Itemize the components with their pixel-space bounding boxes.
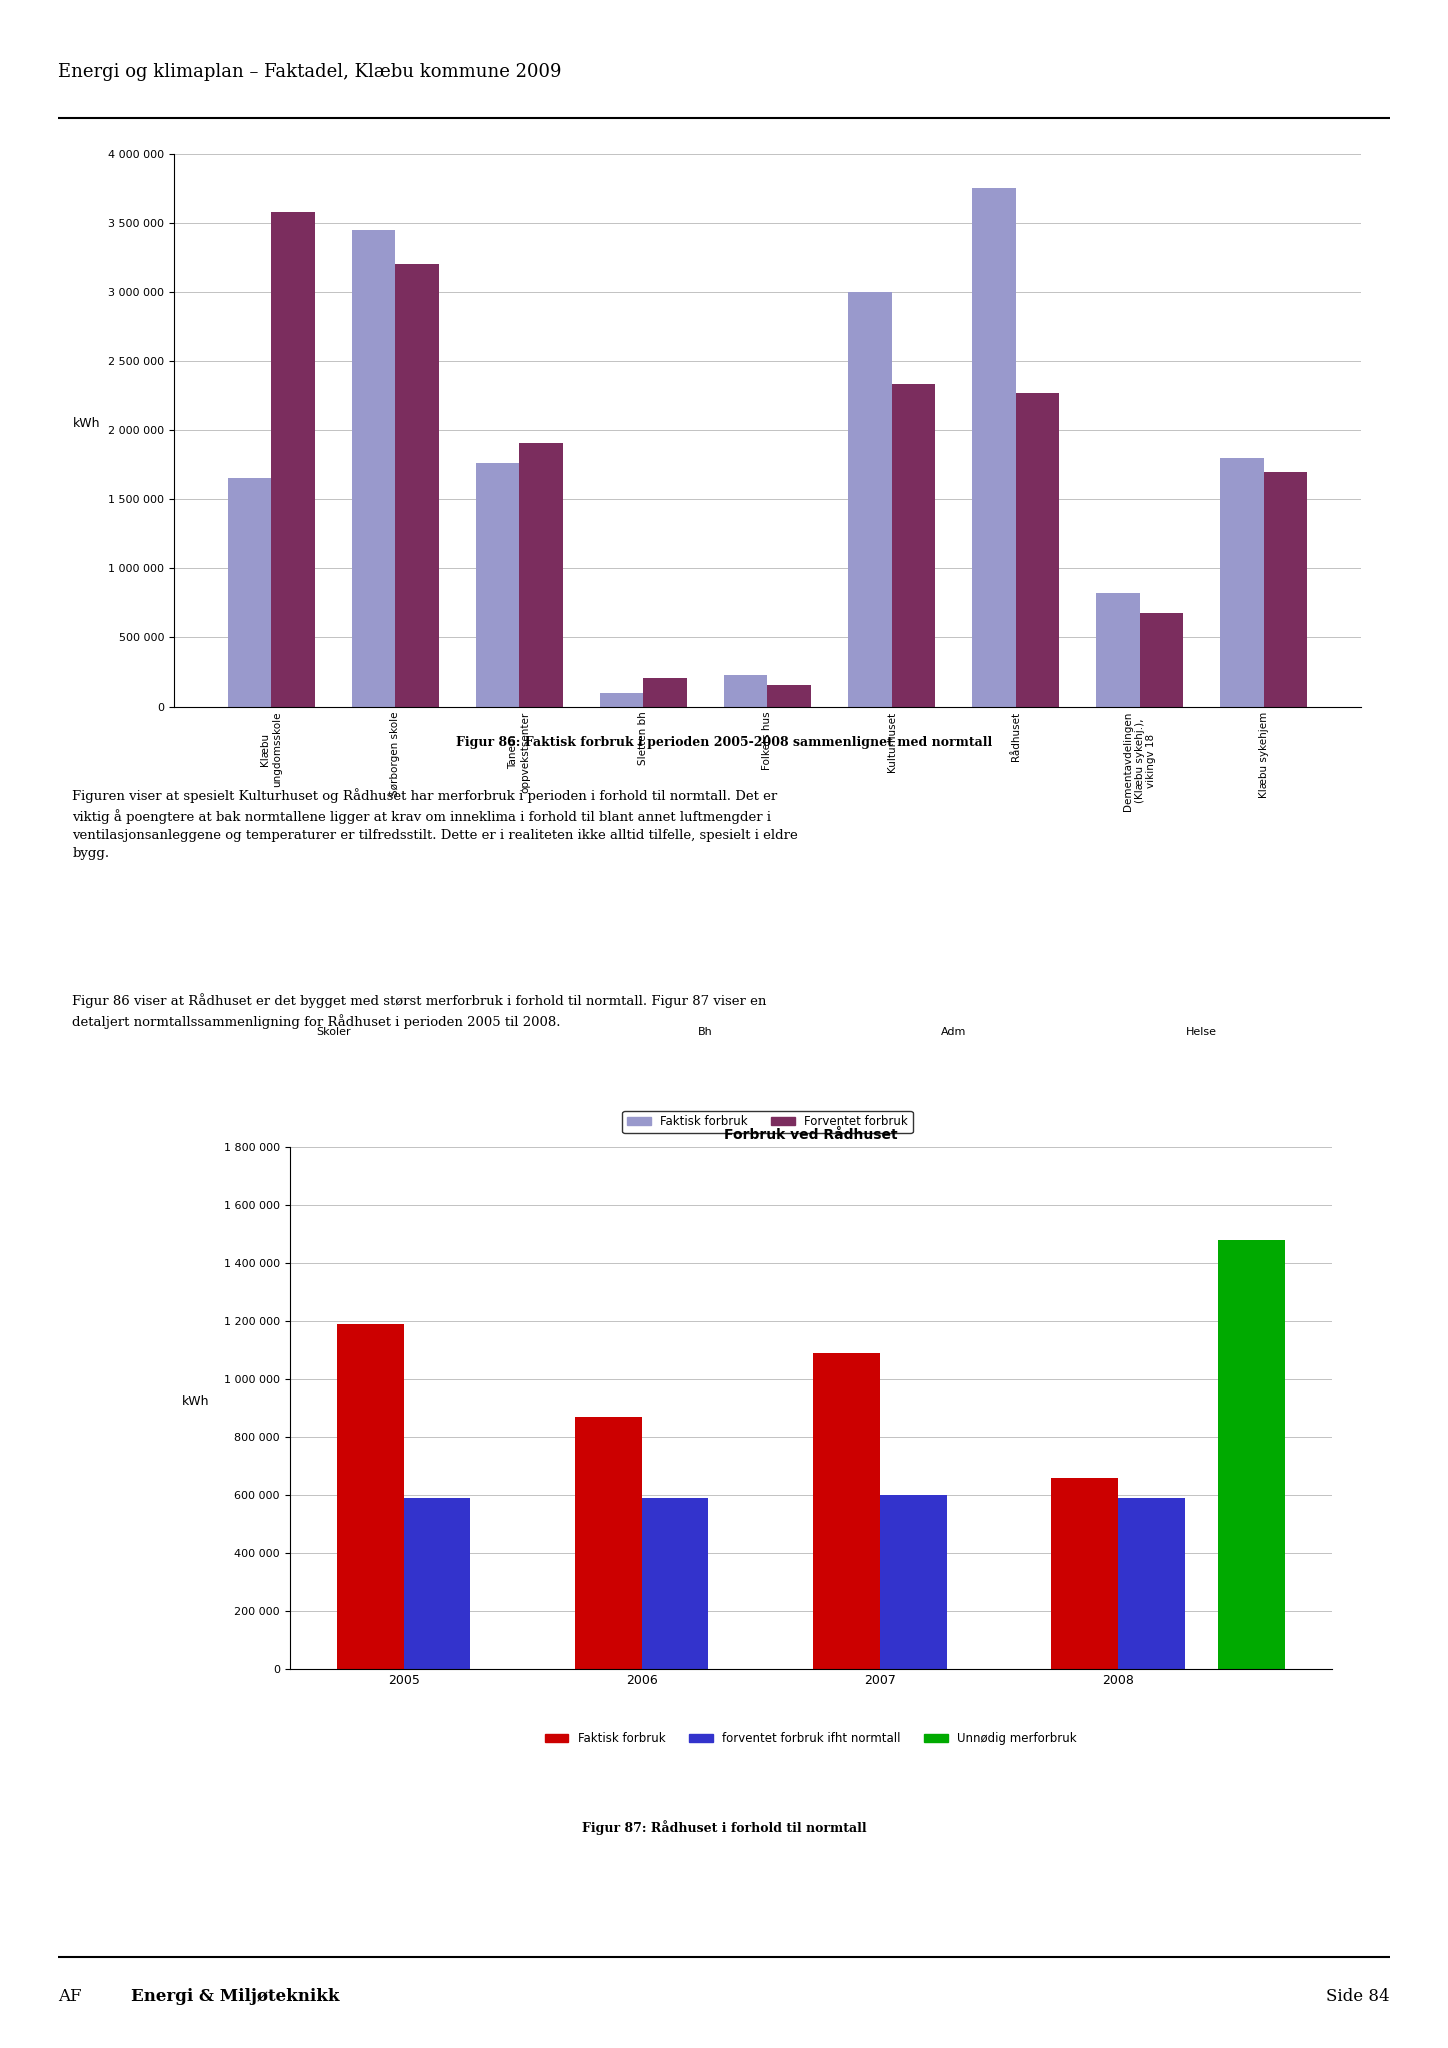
Bar [1051, 1479, 1118, 1669]
Legend: Faktisk forbruk, forventet forbruk ifht normtall, Unnødig merforbruk: Faktisk forbruk, forventet forbruk ifht … [540, 1726, 1082, 1749]
Text: Adm: Adm [941, 1028, 966, 1036]
Text: Figur 87: Rådhuset i forhold til normtall: Figur 87: Rådhuset i forhold til normtal… [582, 1821, 866, 1835]
Text: Side 84: Side 84 [1326, 1989, 1390, 2005]
Bar [1221, 457, 1264, 707]
Text: Figuren viser at spesielt Kulturhuset og Rådhuset har merforbruk i perioden i fo: Figuren viser at spesielt Kulturhuset og… [72, 788, 798, 860]
Bar [352, 229, 395, 707]
Bar [892, 385, 935, 707]
Bar [643, 678, 686, 707]
Y-axis label: kWh: kWh [74, 418, 101, 430]
Title: Forbruk ved Rådhuset: Forbruk ved Rådhuset [724, 1128, 898, 1141]
Bar [641, 1497, 708, 1669]
Text: Energi og klimaplan – Faktadel, Klæbu kommune 2009: Energi og klimaplan – Faktadel, Klæbu ko… [58, 63, 562, 80]
Text: AF: AF [58, 1989, 87, 2005]
Bar [404, 1497, 471, 1669]
Text: Skoler: Skoler [316, 1028, 350, 1036]
Text: Helse: Helse [1186, 1028, 1218, 1036]
Bar [724, 674, 767, 707]
Bar [1264, 471, 1308, 707]
Bar [1218, 1239, 1284, 1669]
Bar [575, 1417, 641, 1669]
Bar [227, 479, 271, 707]
Bar [520, 442, 563, 707]
Bar [337, 1323, 404, 1669]
Text: Energi & Miljøteknikk: Energi & Miljøteknikk [132, 1989, 340, 2005]
Bar [476, 463, 520, 707]
Bar [599, 692, 643, 707]
Text: Figur 86 viser at Rådhuset er det bygget med størst merforbruk i forhold til nor: Figur 86 viser at Rådhuset er det bygget… [72, 993, 767, 1028]
Bar [972, 188, 1015, 707]
Bar [1015, 393, 1058, 707]
Legend: Faktisk forbruk, Forventet forbruk: Faktisk forbruk, Forventet forbruk [623, 1110, 912, 1133]
Bar [395, 264, 439, 707]
Text: Figur 86: Faktisk forbruk i perioden 2005-2008 sammenlignet med normtall: Figur 86: Faktisk forbruk i perioden 200… [456, 735, 992, 750]
Bar [880, 1495, 947, 1669]
Y-axis label: kWh: kWh [182, 1395, 210, 1409]
Bar [1096, 594, 1140, 707]
Bar [271, 211, 314, 707]
Bar [1140, 612, 1183, 707]
Bar [767, 686, 811, 707]
Bar [1118, 1497, 1184, 1669]
Text: Bh: Bh [698, 1028, 712, 1036]
Bar [814, 1354, 880, 1669]
Bar [849, 291, 892, 707]
